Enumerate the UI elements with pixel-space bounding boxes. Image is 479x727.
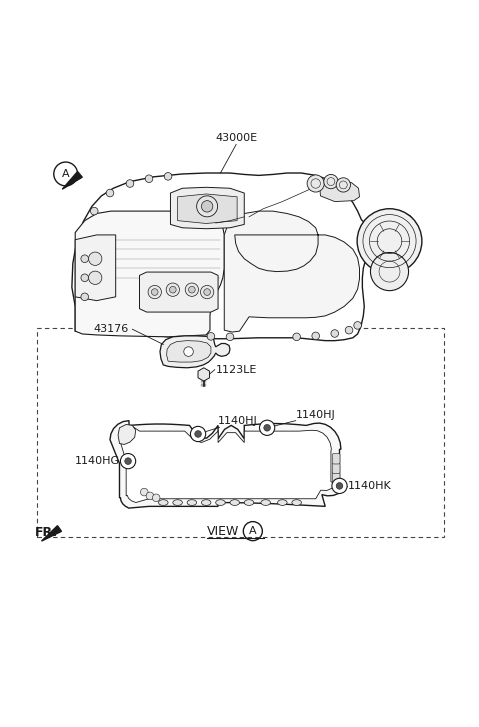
Text: A: A	[249, 526, 257, 536]
Text: 43176: 43176	[94, 324, 129, 334]
Text: VIEW: VIEW	[206, 525, 239, 538]
Circle shape	[336, 178, 351, 192]
Circle shape	[200, 286, 214, 299]
Circle shape	[191, 426, 205, 441]
Polygon shape	[319, 182, 360, 201]
Circle shape	[354, 321, 362, 329]
Circle shape	[312, 332, 319, 340]
Ellipse shape	[292, 499, 301, 505]
Polygon shape	[75, 235, 116, 301]
Bar	[37, 328, 445, 537]
Circle shape	[185, 283, 198, 297]
Circle shape	[307, 175, 324, 192]
Ellipse shape	[244, 499, 254, 505]
Polygon shape	[139, 272, 218, 312]
Circle shape	[324, 174, 338, 189]
Ellipse shape	[230, 499, 240, 505]
Polygon shape	[224, 211, 360, 332]
Circle shape	[89, 252, 102, 265]
Text: 1123LE: 1123LE	[216, 365, 257, 375]
Ellipse shape	[159, 499, 168, 505]
Circle shape	[125, 458, 131, 465]
Circle shape	[189, 286, 195, 293]
Circle shape	[345, 326, 353, 334]
Polygon shape	[178, 194, 237, 223]
Circle shape	[164, 172, 172, 180]
Circle shape	[89, 271, 102, 284]
Circle shape	[201, 201, 213, 212]
Polygon shape	[118, 425, 136, 444]
Circle shape	[106, 189, 114, 197]
Circle shape	[293, 333, 300, 341]
Circle shape	[140, 489, 148, 496]
Text: A: A	[62, 169, 69, 179]
Text: 1140HG: 1140HG	[74, 456, 119, 466]
Circle shape	[264, 425, 271, 431]
Circle shape	[170, 286, 176, 293]
Circle shape	[332, 478, 347, 494]
Circle shape	[331, 329, 339, 337]
Circle shape	[81, 293, 89, 301]
Circle shape	[152, 494, 160, 502]
Circle shape	[148, 286, 161, 299]
Text: FR.: FR.	[34, 526, 58, 539]
Polygon shape	[167, 341, 211, 362]
Circle shape	[226, 333, 234, 341]
Circle shape	[120, 454, 136, 469]
Polygon shape	[42, 526, 61, 541]
Circle shape	[197, 196, 217, 217]
Circle shape	[207, 332, 215, 340]
Circle shape	[336, 483, 343, 489]
Circle shape	[81, 255, 89, 262]
Polygon shape	[62, 172, 82, 189]
Ellipse shape	[278, 499, 287, 505]
Polygon shape	[72, 173, 420, 341]
Text: 1140HJ: 1140HJ	[296, 410, 335, 419]
Ellipse shape	[201, 499, 211, 505]
Circle shape	[145, 175, 153, 182]
Circle shape	[126, 180, 134, 188]
Circle shape	[184, 347, 194, 356]
Circle shape	[151, 289, 158, 295]
Text: 1140HK: 1140HK	[348, 481, 392, 491]
Polygon shape	[75, 211, 224, 337]
Polygon shape	[120, 427, 335, 502]
Circle shape	[81, 274, 89, 281]
Circle shape	[370, 252, 409, 291]
FancyBboxPatch shape	[332, 473, 340, 483]
Text: 43000E: 43000E	[215, 134, 257, 143]
Circle shape	[195, 430, 201, 438]
Circle shape	[91, 207, 98, 215]
Text: 1140HJ: 1140HJ	[218, 417, 258, 426]
Polygon shape	[110, 421, 343, 508]
Polygon shape	[171, 188, 244, 229]
Circle shape	[260, 420, 275, 435]
Circle shape	[166, 283, 180, 297]
FancyBboxPatch shape	[332, 454, 340, 464]
Polygon shape	[160, 336, 230, 368]
Ellipse shape	[187, 499, 197, 505]
Circle shape	[146, 492, 154, 499]
Ellipse shape	[216, 499, 225, 505]
Circle shape	[204, 289, 210, 295]
Circle shape	[357, 209, 422, 273]
Ellipse shape	[261, 499, 271, 505]
Polygon shape	[198, 368, 209, 381]
FancyBboxPatch shape	[332, 463, 340, 473]
Ellipse shape	[173, 499, 182, 505]
